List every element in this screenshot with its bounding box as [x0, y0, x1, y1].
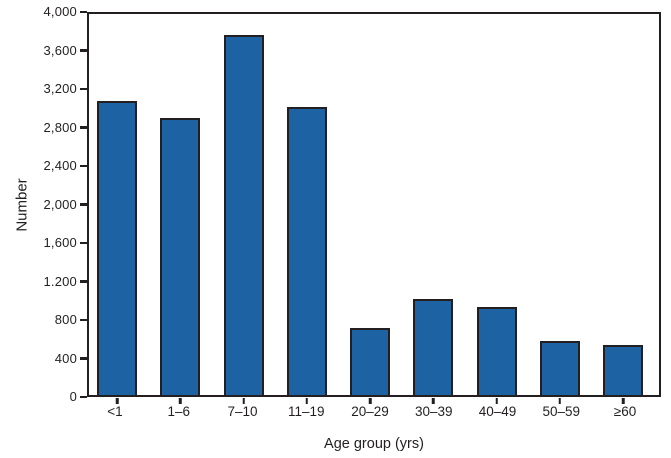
y-tick — [80, 395, 87, 399]
y-tick — [80, 126, 87, 129]
x-tick-label: 7–10 — [227, 404, 258, 419]
bar-≥60 — [603, 345, 643, 395]
x-tick-label: ≥60 — [613, 404, 637, 419]
x-tick-label: 40–49 — [478, 404, 517, 419]
y-tick-label: 3,200 — [43, 81, 77, 96]
bar-50–59 — [539, 340, 580, 395]
y-tick-label: 1,600 — [43, 235, 77, 250]
y-tick — [80, 280, 87, 283]
y-tick-label: 2,800 — [43, 119, 77, 135]
bar-<1 — [97, 100, 137, 395]
plot-frame — [87, 12, 661, 397]
y-tick-label: 2,400 — [43, 158, 77, 173]
y-tick-label: 800 — [54, 312, 77, 327]
bar-30–39 — [413, 298, 454, 395]
y-tick — [80, 164, 87, 168]
bar-11–19 — [286, 107, 327, 395]
x-tick-label: <1 — [107, 404, 123, 419]
y-tick-label: 4,000 — [43, 4, 77, 19]
x-tick-label: 30–39 — [414, 404, 453, 419]
x-axis-labels: <1 1–6 7–10 11–19 20–29 30–39 40–49 50–59 ≥60 — [87, 404, 661, 419]
y-tick-label: 400 — [54, 350, 77, 366]
y-tick — [80, 357, 87, 360]
y-tick — [80, 318, 87, 322]
x-tick-label: 50–59 — [542, 404, 581, 419]
y-tick — [80, 203, 87, 206]
bar-1–6 — [160, 117, 201, 395]
y-tick — [80, 10, 87, 14]
y-tick-label: 1.200 — [43, 273, 77, 289]
y-tick-label: 3,600 — [43, 42, 77, 58]
y-tick — [80, 87, 87, 91]
y-tick-label: 2,000 — [43, 196, 77, 212]
bar-20–29 — [350, 328, 390, 395]
x-axis-title: Age group (yrs) — [324, 436, 424, 452]
x-tick-label: 1–6 — [167, 404, 191, 419]
x-tick-label: 11–19 — [287, 404, 325, 419]
bars-group — [89, 14, 659, 395]
y-tick — [80, 241, 87, 245]
y-tick — [80, 49, 87, 52]
y-tick-label: 0 — [69, 389, 77, 404]
bar-40–49 — [476, 307, 517, 395]
x-tick-label: 20–29 — [351, 404, 389, 419]
bar-7–10 — [223, 34, 264, 395]
